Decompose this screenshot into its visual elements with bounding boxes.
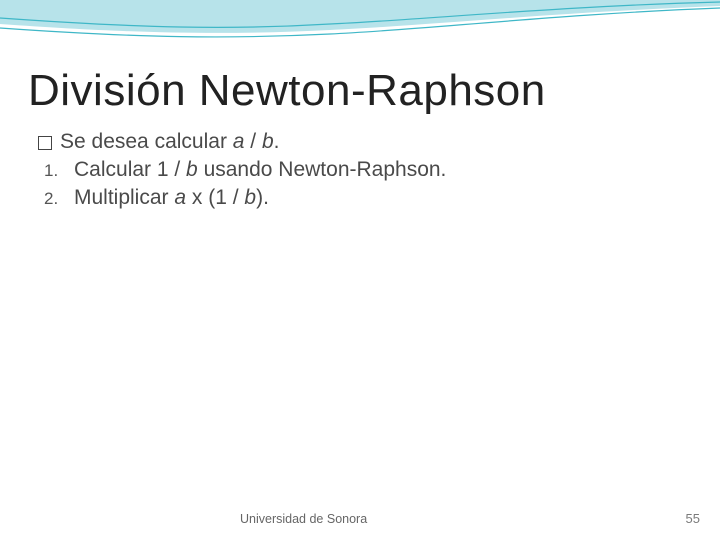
list-item: 2. Multiplicar a x (1 / b). xyxy=(44,186,684,210)
curve-fill xyxy=(0,0,720,33)
square-bullet-icon xyxy=(38,136,52,150)
list-item-text: Calcular 1 / b usando Newton-Raphson. xyxy=(74,158,446,182)
slide-title: División Newton-Raphson xyxy=(0,48,720,124)
list-item-text: Multiplicar a x (1 / b). xyxy=(74,186,269,210)
list-item: 1. Calcular 1 / b usando Newton-Raphson. xyxy=(44,158,684,182)
footer-org: Universidad de Sonora xyxy=(240,512,367,526)
number-marker: 1. xyxy=(44,161,64,181)
decorative-curve xyxy=(0,0,720,48)
number-marker: 2. xyxy=(44,189,64,209)
list-item-text: Se desea calcular a / b. xyxy=(60,130,280,154)
slide-footer: Universidad de Sonora 55 xyxy=(0,511,720,526)
list-item: Se desea calcular a / b. xyxy=(38,130,684,154)
page-number: 55 xyxy=(686,511,700,526)
slide-body: Se desea calcular a / b. 1. Calcular 1 /… xyxy=(0,124,720,210)
